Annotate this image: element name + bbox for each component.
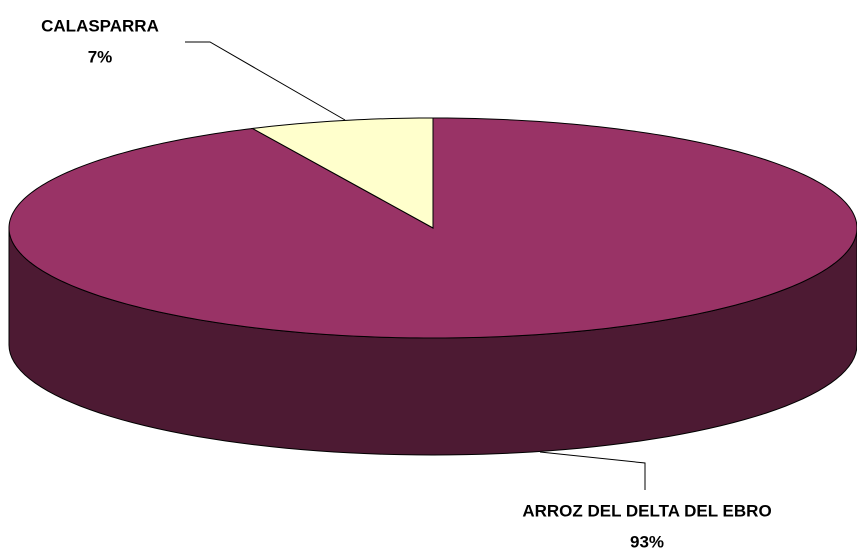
pie bbox=[8, 117, 857, 456]
slice-label: CALASPARRA bbox=[41, 16, 159, 35]
leader-line bbox=[185, 41, 346, 121]
leader-line bbox=[539, 451, 646, 490]
slice-label: ARROZ DEL DELTA DEL EBRO bbox=[522, 501, 771, 520]
pie-slice bbox=[250, 117, 434, 229]
slice-value-label: 93% bbox=[630, 532, 664, 551]
slice-value-label: 7% bbox=[88, 47, 113, 66]
